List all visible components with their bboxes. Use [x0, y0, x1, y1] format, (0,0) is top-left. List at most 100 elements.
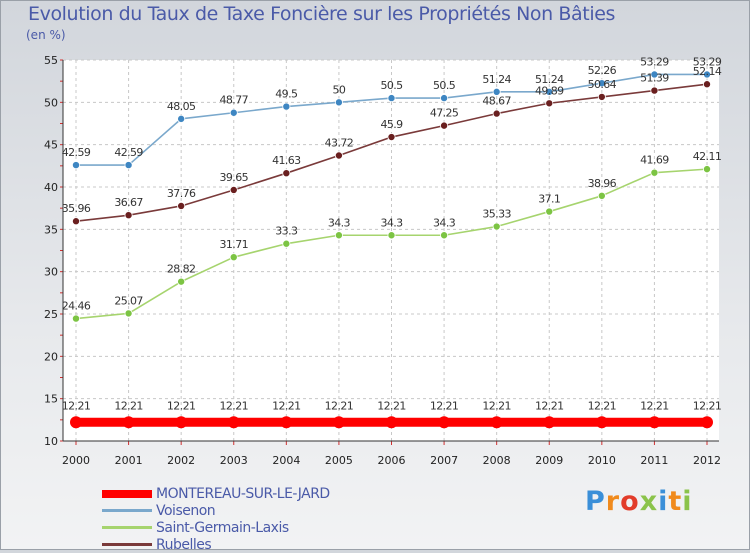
- data-label: 12.21: [377, 399, 406, 412]
- data-label: 31.71: [220, 238, 249, 251]
- data-label: 34.3: [380, 216, 403, 229]
- data-label: 51.24: [535, 73, 564, 86]
- x-tick-label: 2012: [693, 454, 721, 467]
- data-label: 12.21: [167, 399, 196, 412]
- data-point: [177, 201, 186, 210]
- data-point: [332, 416, 345, 429]
- data-label: 35.96: [62, 202, 91, 215]
- data-point: [597, 92, 606, 101]
- y-tick-label: 55: [44, 54, 58, 67]
- data-label: 43.72: [325, 137, 354, 150]
- data-point: [122, 416, 135, 429]
- legend-label: Rubelles: [156, 536, 212, 553]
- x-tick-label: 2007: [430, 454, 458, 467]
- y-tick-label: 30: [44, 266, 58, 279]
- data-label: 51.39: [640, 72, 669, 85]
- data-label: 41.69: [640, 154, 669, 167]
- data-point: [229, 185, 238, 194]
- legend-label: Voisenon: [156, 502, 216, 519]
- data-label: 34.3: [328, 216, 351, 229]
- data-point: [545, 207, 554, 216]
- data-point: [177, 114, 186, 123]
- legend: MONTEREAU-SUR-LE-JARD Voisenon Saint-Ger…: [102, 485, 330, 553]
- legend-item: MONTEREAU-SUR-LE-JARD: [102, 485, 330, 502]
- data-label: 42.11: [693, 150, 722, 163]
- data-label: 49.5: [275, 88, 298, 101]
- data-point: [648, 416, 661, 429]
- x-tick-label: 2004: [272, 454, 300, 467]
- legend-swatch: [102, 526, 152, 529]
- data-label: 12.21: [535, 399, 564, 412]
- data-point: [650, 70, 659, 79]
- data-point: [545, 99, 554, 108]
- data-label: 49.89: [535, 84, 564, 97]
- data-point: [545, 87, 554, 96]
- data-label: 12.21: [693, 399, 722, 412]
- data-point: [387, 231, 396, 240]
- data-label: 12.21: [430, 399, 459, 412]
- data-label: 12.21: [640, 399, 669, 412]
- data-point: [70, 416, 82, 429]
- data-point: [387, 94, 396, 103]
- data-label: 12.21: [482, 399, 511, 412]
- data-label: 53.29: [693, 55, 722, 68]
- data-point: [703, 80, 712, 89]
- x-tick-label: 2006: [378, 454, 406, 467]
- data-label: 12.21: [588, 399, 617, 412]
- data-point: [438, 416, 451, 429]
- data-point: [282, 102, 291, 111]
- legend-label: MONTEREAU-SUR-LE-JARD: [156, 485, 330, 502]
- data-point: [72, 217, 81, 226]
- logo-letter: o: [620, 486, 640, 517]
- data-label: 12.21: [220, 399, 249, 412]
- data-label: 52.14: [693, 65, 722, 78]
- data-label: 53.29: [640, 55, 669, 68]
- proxiti-logo: Proxiti: [585, 486, 693, 517]
- data-point: [595, 416, 608, 429]
- data-label: 42.59: [62, 146, 91, 159]
- data-label: 34.3: [433, 216, 456, 229]
- data-point: [650, 86, 659, 95]
- logo-letter: r: [605, 486, 621, 517]
- plot-area: [63, 60, 719, 441]
- data-label: 50.5: [433, 79, 456, 92]
- chart-subtitle: (en %): [26, 28, 66, 42]
- data-label: 50: [333, 83, 346, 96]
- x-tick-label: 2005: [325, 454, 353, 467]
- data-label: 38.96: [588, 177, 617, 190]
- data-label: 12.21: [272, 399, 301, 412]
- chart-title: Evolution du Taux de Taxe Foncière sur l…: [28, 3, 616, 25]
- data-point: [124, 309, 133, 318]
- data-point: [280, 416, 293, 429]
- data-point: [124, 211, 133, 220]
- data-point: [703, 70, 712, 79]
- logo-letter: P: [585, 486, 606, 517]
- y-tick-label: 40: [44, 181, 58, 194]
- data-label: 12.21: [114, 399, 143, 412]
- y-tick-label: 50: [44, 96, 58, 109]
- y-tick-label: 15: [44, 393, 58, 406]
- x-tick-label: 2000: [62, 454, 90, 467]
- data-label: 41.63: [272, 154, 301, 167]
- x-tick-label: 2001: [115, 454, 143, 467]
- data-point: [72, 314, 81, 323]
- legend-swatch: [102, 543, 152, 546]
- data-point: [492, 222, 501, 231]
- logo-letter: x: [639, 486, 659, 517]
- data-point: [124, 161, 133, 170]
- data-point: [334, 151, 343, 160]
- data-label: 51.24: [482, 73, 511, 86]
- data-point: [490, 416, 503, 429]
- data-point: [701, 416, 713, 429]
- data-label: 37.76: [167, 187, 196, 200]
- data-label: 42.59: [114, 146, 143, 159]
- data-point: [440, 94, 449, 103]
- x-tick-label: 2009: [535, 454, 563, 467]
- data-label: 28.82: [167, 263, 196, 276]
- data-point: [334, 98, 343, 107]
- data-point: [282, 239, 291, 248]
- data-label: 48.05: [167, 100, 196, 113]
- data-label: 12.21: [325, 399, 354, 412]
- data-label: 12.21: [62, 399, 91, 412]
